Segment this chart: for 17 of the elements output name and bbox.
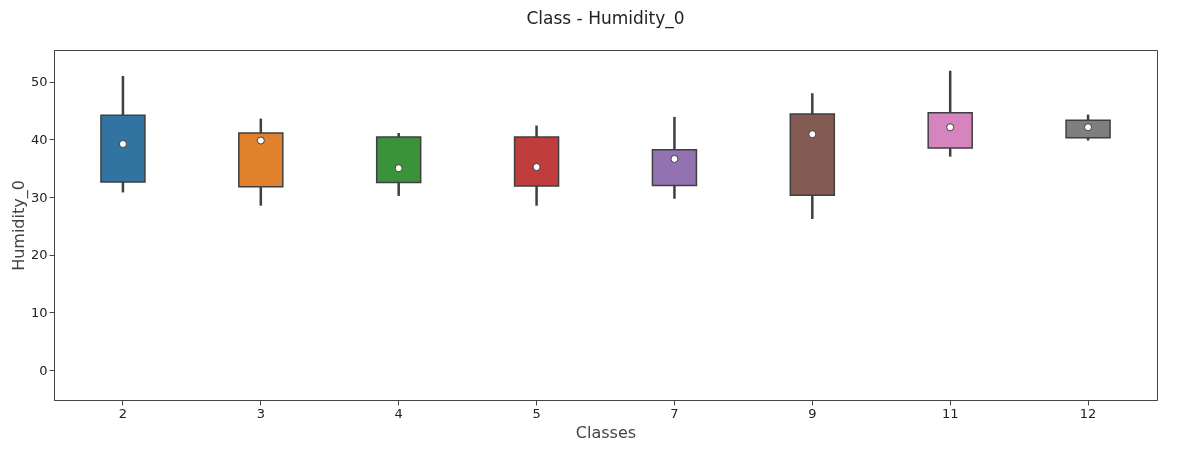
- y-tick-label: 20: [30, 247, 48, 263]
- y-tick-label: 0: [39, 362, 48, 378]
- chart-title: Class - Humidity_0: [526, 8, 685, 29]
- x-axis-title: Classes: [575, 422, 637, 442]
- x-tick-label: 4: [394, 405, 403, 421]
- y-tick-label: 40: [30, 131, 48, 147]
- x-tick-label: 11: [941, 405, 959, 421]
- x-tick-label: 9: [808, 405, 817, 421]
- x-tick-label: 12: [1079, 405, 1097, 421]
- y-tick-label: 30: [30, 189, 48, 205]
- x-tick-label: 7: [670, 405, 679, 421]
- y-tick-label: 10: [30, 304, 48, 320]
- y-axis-title: Humidity_0: [8, 180, 29, 271]
- y-tick-label: 50: [30, 74, 48, 90]
- x-tick-label: 2: [118, 405, 128, 421]
- x-tick-label: 5: [532, 405, 541, 421]
- x-tick-label: 3: [256, 405, 265, 421]
